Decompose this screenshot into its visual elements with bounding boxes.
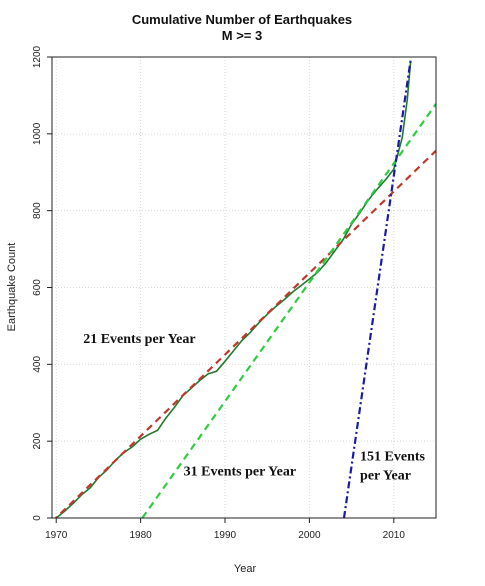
chart-subtitle: M >= 3: [222, 28, 262, 43]
x-tick-label: 1990: [214, 530, 237, 541]
trend-151-per-year-line: [342, 59, 412, 518]
cumulative-count-line: [55, 60, 412, 518]
annotation-label: 151 Events: [360, 449, 426, 464]
annotation-label: per Year: [360, 469, 411, 484]
trend-21-per-year-line: [54, 149, 436, 518]
annotation-label: 31 Events per Year: [184, 465, 296, 480]
x-tick-label: 2000: [298, 530, 321, 541]
x-tick-label: 1980: [129, 530, 152, 541]
chart-title: Cumulative Number of Earthquakes: [132, 12, 352, 27]
y-tick-label: 400: [32, 356, 43, 373]
x-axis-label: Year: [234, 563, 257, 575]
x-tick-label: 2010: [383, 530, 406, 541]
y-tick-label: 1000: [32, 122, 43, 145]
annotations: 21 Events per Year 31 Events per Year 151 …: [83, 332, 425, 483]
y-axis-label: Earthquake Count: [6, 243, 18, 332]
series-layer: [54, 59, 436, 518]
y-tick-label: 200: [32, 432, 43, 449]
x-ticks: 1970 1980 1990 2000 2010: [45, 518, 405, 541]
annotation-label: 21 Events per Year: [83, 332, 195, 347]
y-tick-label: 0: [32, 515, 43, 521]
x-tick-label: 1970: [45, 530, 68, 541]
y-ticks: 0 200 400 600 800 1000 1200: [32, 45, 52, 521]
y-tick-label: 600: [32, 279, 43, 296]
y-tick-label: 800: [32, 202, 43, 219]
trend-31-per-year-line: [141, 103, 436, 518]
y-tick-label: 1200: [32, 45, 43, 68]
